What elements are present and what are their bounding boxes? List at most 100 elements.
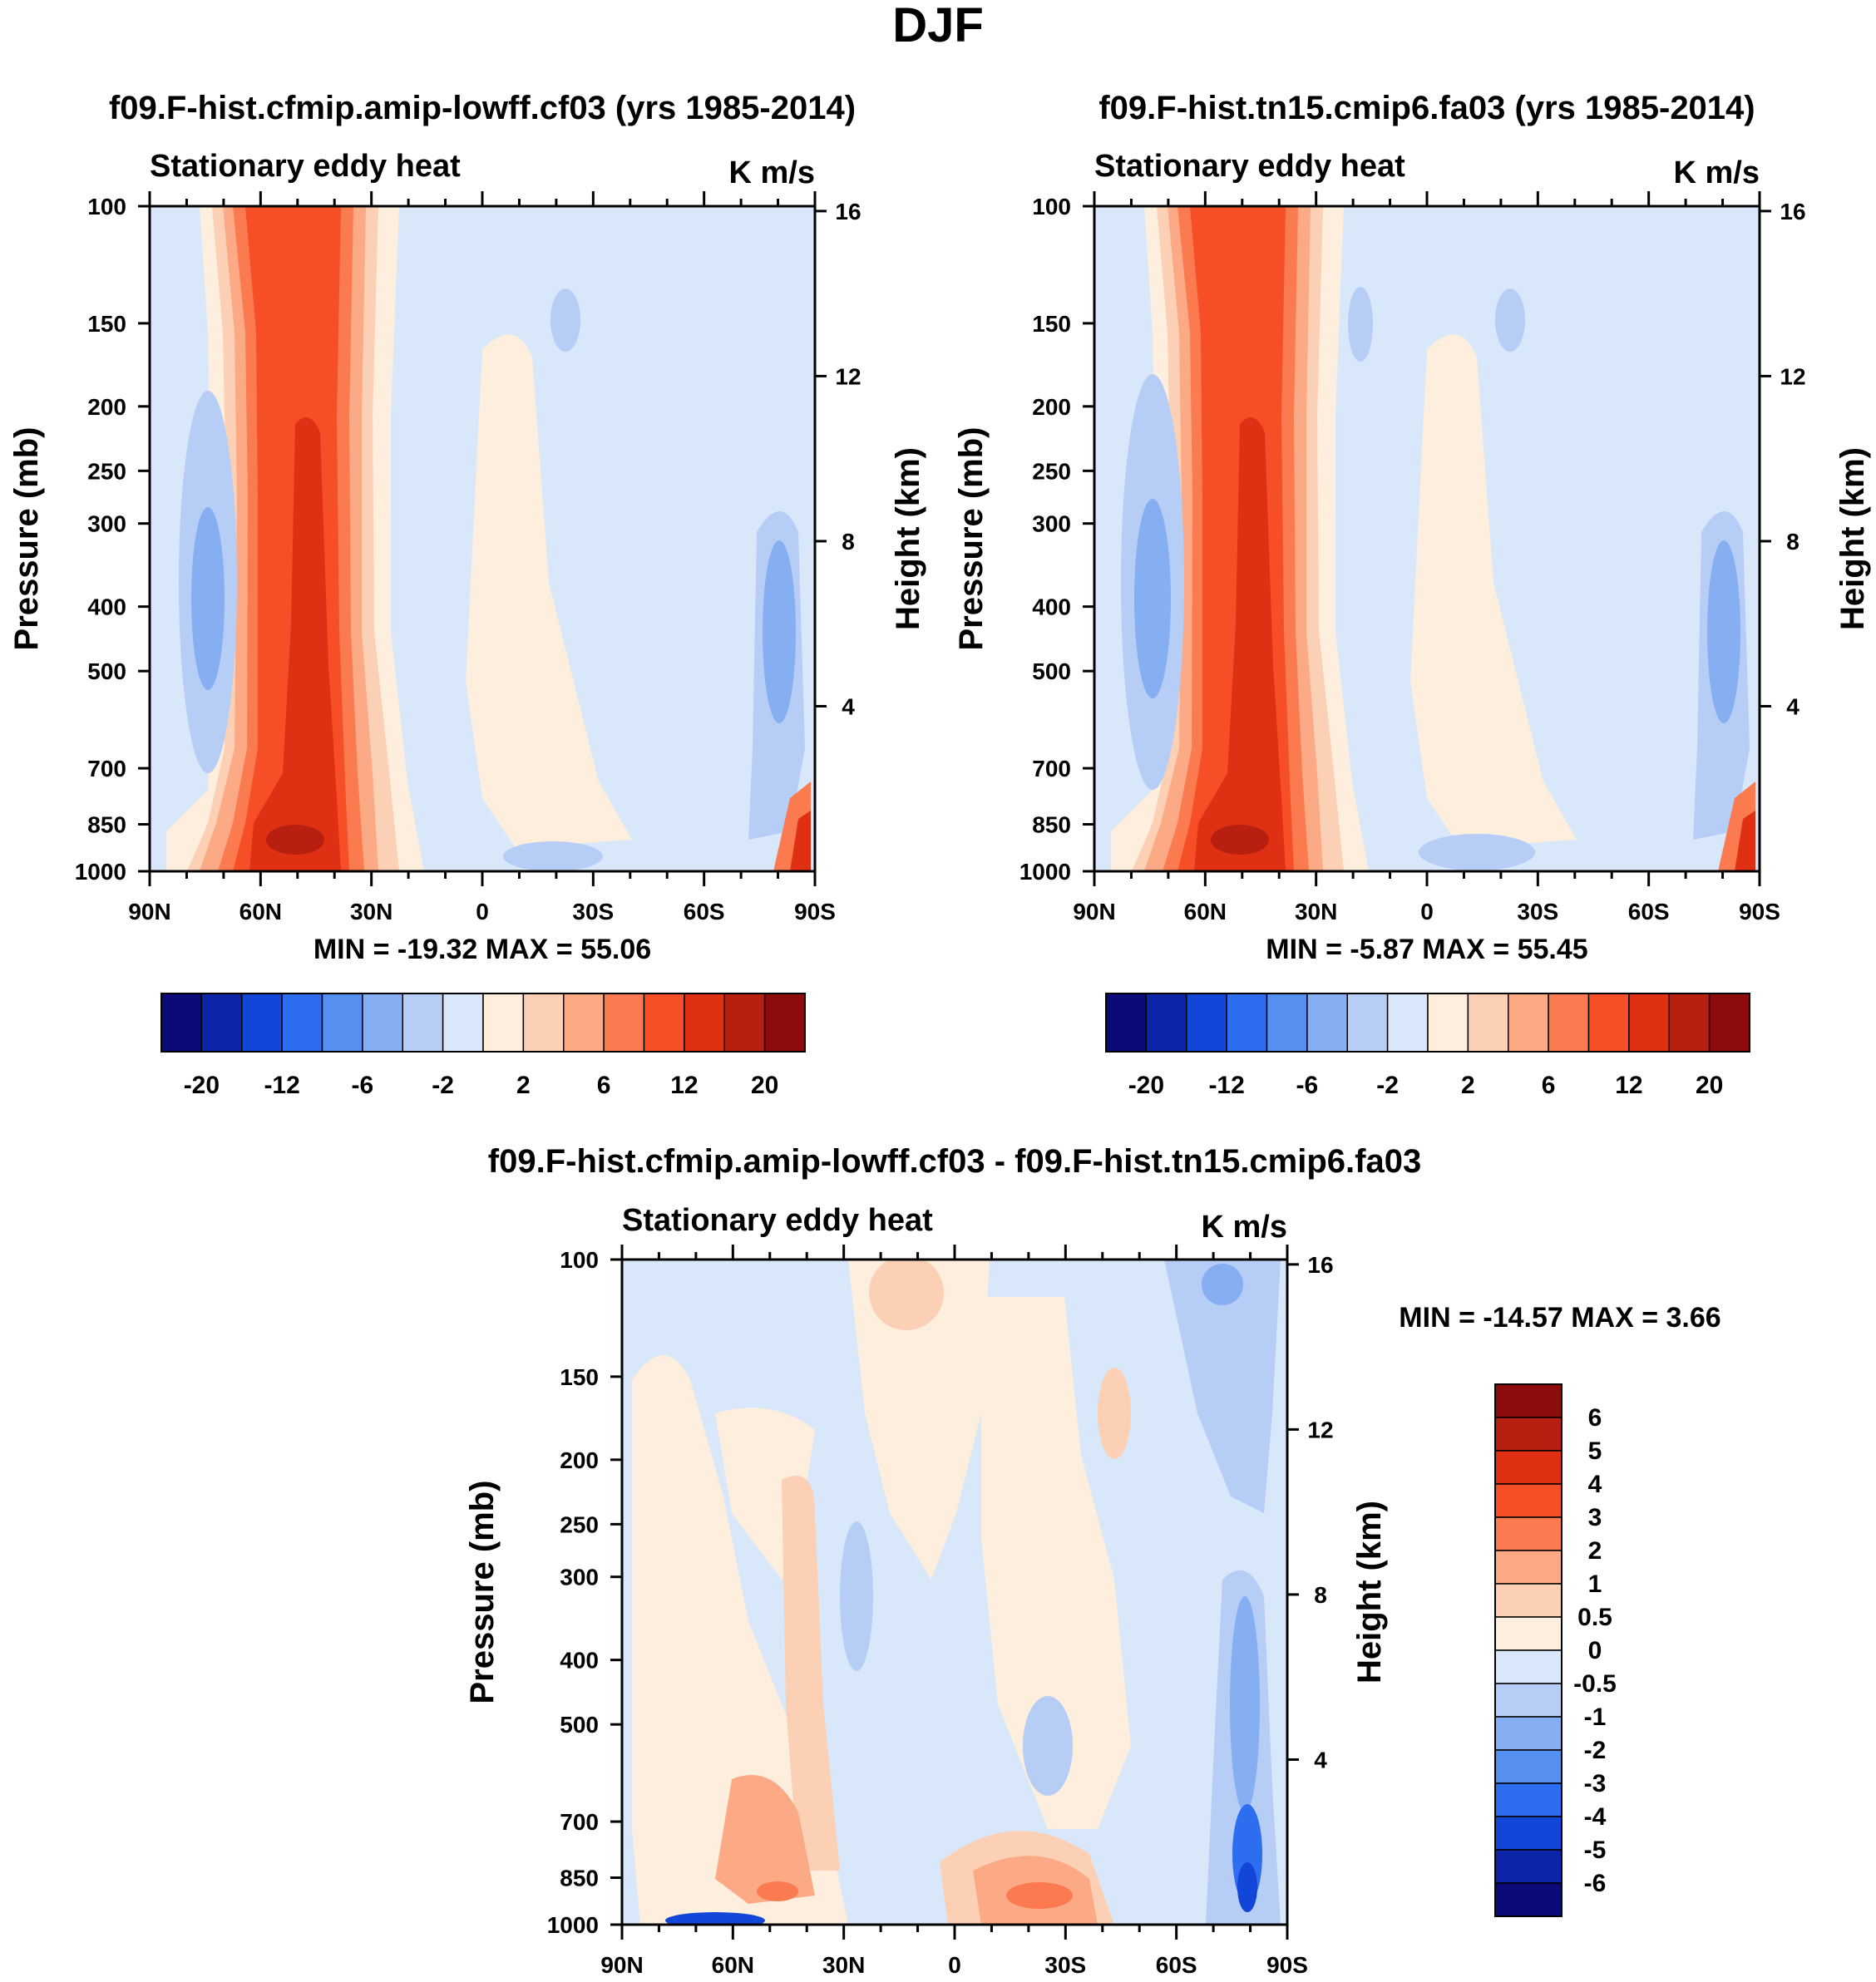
panel-1-ytick-label: 250 <box>87 458 126 484</box>
panel-1: f09.F-hist.cfmip.amip-lowff.cf03 (yrs 19… <box>8 90 926 1099</box>
panel-2-colorbar-box <box>1467 993 1509 1053</box>
panel-2-ytick-label: 500 <box>1032 658 1071 684</box>
panel-2-colorbar-box <box>1306 993 1348 1053</box>
panel-3-colorbar-frame <box>1494 1383 1563 1917</box>
panel-1-colorbar-box <box>442 993 484 1053</box>
panel-1-region <box>266 825 324 855</box>
panel-3-ytick-label: 1000 <box>547 1912 599 1938</box>
panel-3-xtick-label: 30N <box>822 1952 865 1978</box>
panel-3-region <box>1023 1696 1073 1796</box>
panel-3-ytick-label: 500 <box>560 1712 599 1738</box>
panel-1-colorbar-box <box>603 993 645 1053</box>
panel-3-colorbar-box <box>1494 1383 1563 1418</box>
panel-1-y2tick-label: 4 <box>842 693 855 719</box>
panel-2-colorbar-box <box>1145 993 1187 1053</box>
panel-2-axes: 100 150 200 250 300 400 500 700 850 1000 4 8 12 16 90N… <box>1019 191 1806 924</box>
panel-1-y2tick-label: 12 <box>835 363 861 389</box>
panel-3-ytick-label: 300 <box>560 1565 599 1590</box>
panel-1-xtick-label: 0 <box>476 899 489 924</box>
panel-3-colorbar-label: -2 <box>1584 1737 1607 1764</box>
panel-3: f09.F-hist.cfmip.amip-lowff.cf03 - f09.F… <box>464 1143 1721 1978</box>
panel-2-units: K m/s <box>1674 155 1760 190</box>
panel-2-colorbar-box <box>1186 993 1227 1053</box>
panel-3-colorbar-label: 0.5 <box>1577 1604 1612 1631</box>
panel-3-colorbar-label: -3 <box>1584 1770 1607 1797</box>
panel-1-colorbar-box <box>321 993 363 1053</box>
panel-3-region <box>1164 1260 1281 1513</box>
panel-1-y2tick-label: 16 <box>835 199 861 224</box>
panel-1-plot-area <box>150 206 815 871</box>
panel-3-region <box>848 1260 990 1580</box>
panel-1-ylabel: Pressure (mb) <box>8 427 45 651</box>
panel-1-axes: 100 150 200 250 300 400 500 700 850 1000 4 8 12 16 90N… <box>75 191 861 924</box>
panel-1-region <box>503 841 603 871</box>
panel-2-y2tick-label: 12 <box>1780 363 1805 389</box>
panel-3-colorbar-label: -5 <box>1584 1837 1607 1864</box>
panel-2-colorbar-label: -6 <box>1296 1072 1319 1099</box>
panel-1-colorbar-box <box>643 993 685 1053</box>
panel-2-region <box>1707 540 1740 723</box>
panel-3-region <box>782 1476 840 1871</box>
panel-1-colorbar-label: 6 <box>597 1072 611 1099</box>
panel-2-variable-label: Stationary eddy heat <box>1094 149 1405 184</box>
panel-1-xtick-label: 90N <box>128 899 170 924</box>
panel-3-colorbar-label: -1 <box>1584 1703 1607 1731</box>
panel-3-y2tick-label: 4 <box>1314 1747 1327 1772</box>
panel-3-colorbar-box <box>1494 1417 1563 1452</box>
panel-3-colorbar-box <box>1494 1716 1563 1751</box>
panel-1-xtick-label: 60N <box>239 899 282 924</box>
panel-3-y2tick-label: 12 <box>1307 1417 1333 1442</box>
panel-1-colorbar-label: 2 <box>516 1072 531 1099</box>
panel-3-colorbar-box <box>1494 1882 1563 1917</box>
panel-3-xtick-label: 60N <box>712 1952 754 1978</box>
panel-2-colorbar-box <box>1105 993 1148 1053</box>
panel-2-colorbar-box <box>1427 993 1469 1053</box>
panel-3-colorbar-box <box>1494 1816 1563 1851</box>
panel-3-colorbar-box <box>1494 1649 1563 1684</box>
panel-2-colorbar-label: -2 <box>1376 1072 1399 1099</box>
panel-3-ylabel: Pressure (mb) <box>464 1481 501 1704</box>
panel-3-ytick-label: 200 <box>560 1447 599 1473</box>
panel-3-colorbar-box <box>1494 1616 1563 1651</box>
panel-1-ytick-label: 700 <box>87 756 126 781</box>
panel-2-region <box>1410 334 1577 848</box>
panel-2-ylabel: Pressure (mb) <box>953 427 990 651</box>
panel-3-colorbar-box <box>1494 1516 1563 1551</box>
panel-3-variable-label: Stationary eddy heat <box>622 1203 933 1238</box>
panel-2-region <box>1194 417 1286 871</box>
panel-3-region <box>840 1521 873 1671</box>
panel-2-colorbar-box <box>1266 993 1308 1053</box>
panel-1-colorbar-box <box>200 993 243 1053</box>
panel-2-ytick-label: 700 <box>1032 756 1071 781</box>
panel-1-region <box>249 417 341 871</box>
panel-2-y2tick-label: 16 <box>1780 199 1805 224</box>
panel-1-colorbar-box <box>482 993 525 1053</box>
panel-3-region <box>1202 1264 1243 1305</box>
panel-2-xtick-label: 90N <box>1073 899 1115 924</box>
panel-3-colorbar-label: 0 <box>1588 1637 1602 1664</box>
panel-3-xtick-label: 90N <box>600 1952 643 1978</box>
panel-1-xtick-label: 30S <box>572 899 614 924</box>
panel-3-colorbar-label: 1 <box>1588 1570 1602 1598</box>
panel-3-minmax: MIN = -14.57 MAX = 3.66 <box>1399 1302 1720 1334</box>
panel-1-ytick-label: 1000 <box>75 859 126 885</box>
panel-3-region <box>1006 1882 1073 1909</box>
panel-1-colorbar-box <box>723 993 766 1053</box>
panel-2-ytick-label: 100 <box>1032 194 1071 219</box>
panel-3-region <box>1230 1596 1260 1812</box>
panel-2-colorbar-label: -20 <box>1128 1072 1164 1099</box>
panel-3-y2label: Height (km) <box>1351 1501 1388 1684</box>
panel-3-region <box>665 1912 765 1925</box>
panel-1-colorbar-box <box>402 993 444 1053</box>
panel-3-ytick-label: 850 <box>560 1866 599 1891</box>
panel-2: f09.F-hist.tn15.cmip6.fa03 (yrs 1985-201… <box>953 90 1871 1099</box>
panel-1-region <box>191 507 225 690</box>
panel-3-colorbar-label: 4 <box>1588 1471 1602 1498</box>
panel-2-colorbar-box <box>1708 993 1750 1053</box>
panel-2-region <box>1134 499 1171 698</box>
panel-2-y2label: Height (km) <box>1834 447 1871 630</box>
panel-1-y2label: Height (km) <box>890 447 926 630</box>
panel-1-xtick-label: 60S <box>684 899 725 924</box>
panel-2-colorbar-label: -12 <box>1208 1072 1244 1099</box>
panel-2-xtick-label: 30N <box>1295 899 1337 924</box>
